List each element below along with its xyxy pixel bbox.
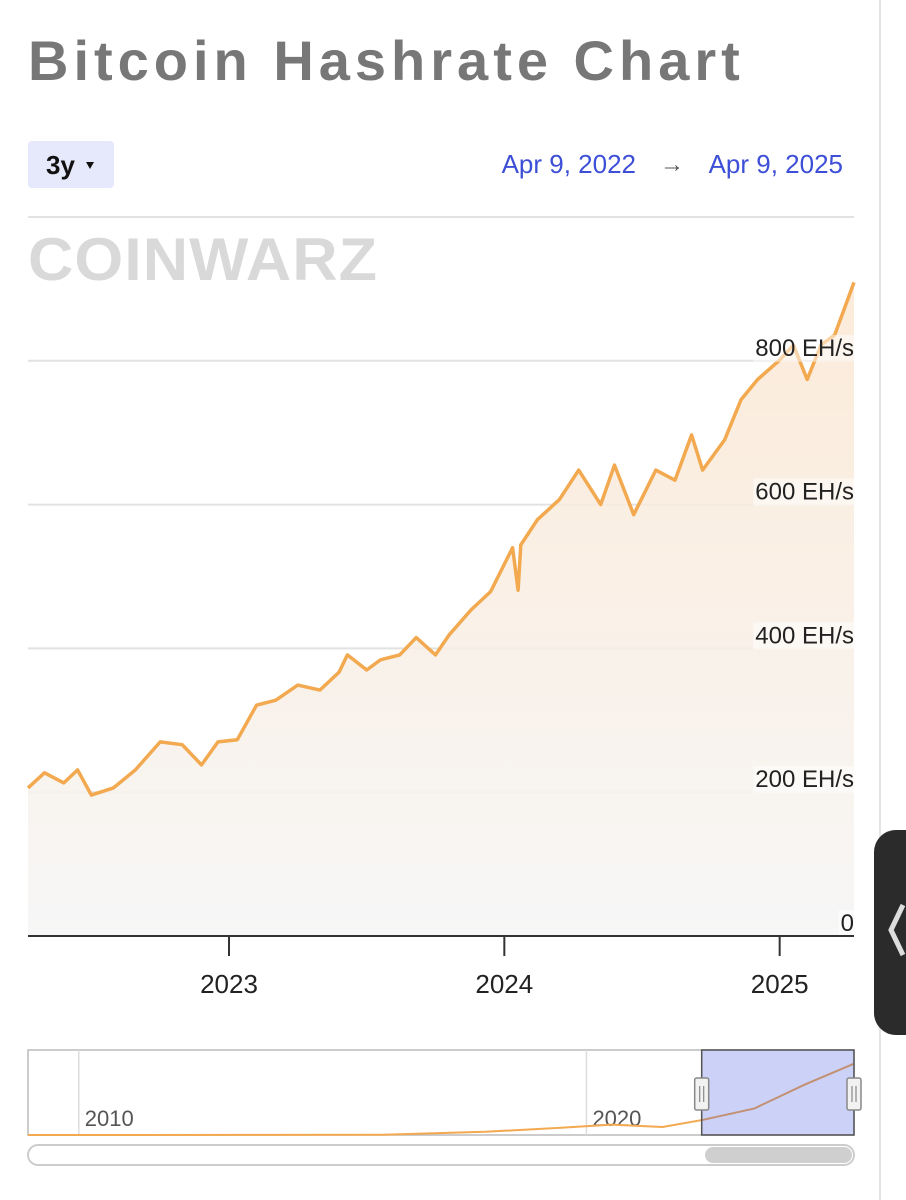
date-to[interactable]: Apr 9, 2025 (709, 149, 843, 179)
navigator-frame (27, 1049, 855, 1136)
range-button-label[interactable]: 3y (46, 150, 75, 180)
y-tick-label: 0 (841, 910, 854, 937)
navigator: 2010 2020 (27, 1049, 862, 1136)
y-tick-label-bg (753, 622, 856, 650)
y-tick-label: 200 EH/s (755, 766, 854, 793)
range-button[interactable] (28, 141, 114, 188)
navigator-tick-label: 2010 (85, 1106, 134, 1131)
watermark: COINWARZ (28, 226, 378, 293)
scrollbar-track[interactable] (27, 1144, 855, 1166)
navigator-handle[interactable] (693, 1077, 710, 1111)
hashrate-line (26, 281, 856, 797)
navigator-handle[interactable] (846, 1077, 862, 1111)
y-tick-label: 600 EH/s (755, 479, 854, 506)
main-chart: 0 200 EH/s 400 EH/s 600 EH/s 800 EH/s 2023 202… (26, 281, 856, 999)
y-tick-label: 800 EH/s (755, 335, 854, 362)
area-fill (28, 282, 854, 936)
x-tick-label: 2024 (475, 969, 533, 999)
navigator-tick-label: 2020 (592, 1106, 641, 1131)
y-tick-label-bg (753, 334, 856, 362)
navigator-selection (700, 1049, 855, 1136)
navigator-handle-grip (851, 1086, 857, 1102)
page-title: Bitcoin Hashrate Chart (28, 29, 745, 92)
x-tick-label: 2025 (751, 969, 809, 999)
y-tick-label: 400 EH/s (755, 622, 854, 649)
y-tick-label-bg (838, 910, 856, 937)
y-tick-label-bg (753, 478, 856, 506)
date-arrow: → (660, 151, 684, 178)
scrollbar-thumb[interactable] (705, 1147, 852, 1163)
side-tab-icon (888, 903, 906, 957)
date-from[interactable]: Apr 9, 2022 (502, 149, 636, 179)
navigator-line (27, 1062, 855, 1136)
navigator-handle-grip (699, 1086, 705, 1102)
dropdown-caret (86, 162, 94, 169)
y-tick-label-bg (753, 766, 856, 794)
x-tick-label: 2023 (200, 969, 258, 999)
